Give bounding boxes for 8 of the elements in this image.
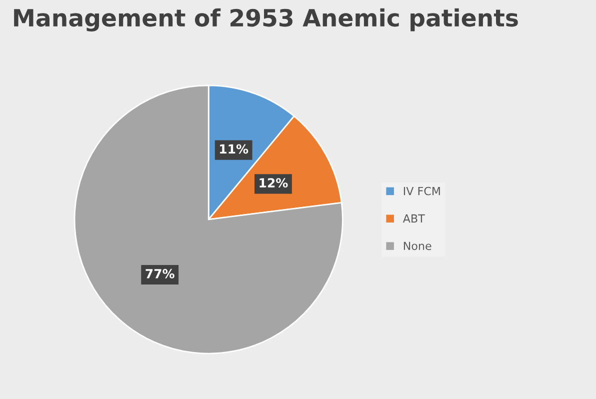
legend-label: ABT (402, 214, 425, 223)
legend-label: None (404, 242, 432, 250)
chart-title: Management of 2953 Anemic patients (14, 8, 518, 32)
pie-slice (74, 84, 344, 354)
data-label: 12% (260, 178, 288, 188)
data-label: 11% (220, 144, 248, 154)
legend-label: IV FCM (404, 186, 440, 196)
data-label: 77% (146, 268, 174, 278)
